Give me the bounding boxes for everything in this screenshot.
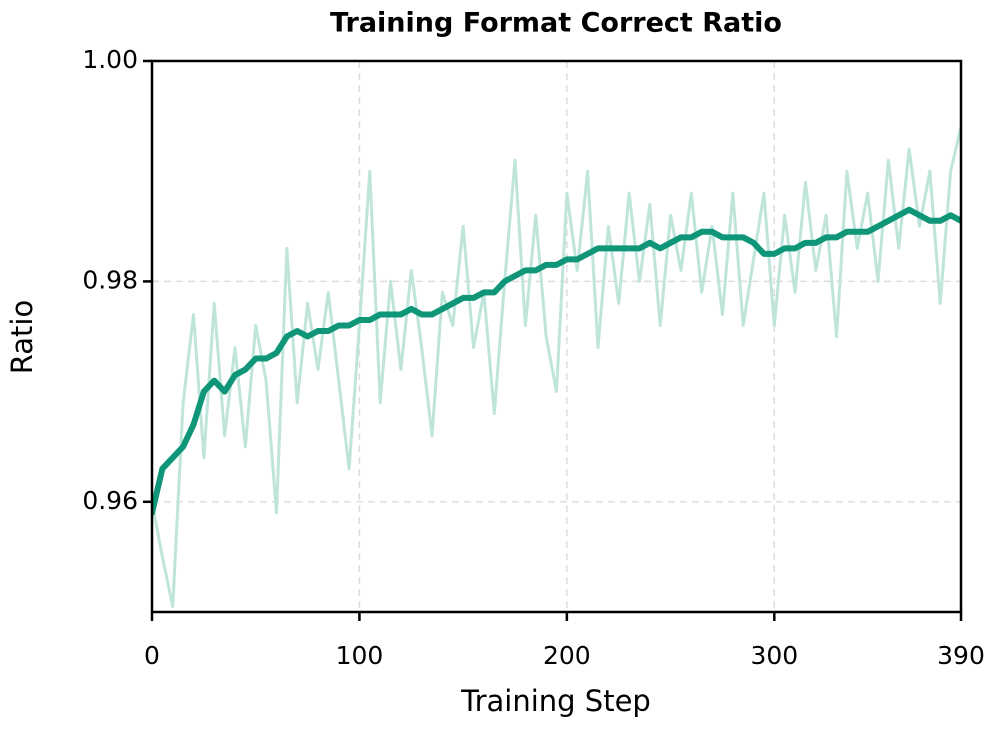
x-axis-label: Training Step — [460, 684, 651, 718]
chart-title: Training Format Correct Ratio — [330, 8, 782, 39]
y-tick-label: 0.98 — [82, 265, 138, 294]
data-line — [152, 125, 961, 608]
y-tick-label: 0.96 — [82, 486, 138, 515]
x-tick-label: 0 — [144, 641, 160, 670]
plot-frame — [150, 59, 963, 614]
y-axis-label: Ratio — [5, 300, 39, 374]
x-tick-label: 390 — [937, 641, 985, 670]
x-tick-label: 300 — [750, 641, 798, 670]
y-tick-label: 1.00 — [82, 45, 138, 74]
x-tick-label: 100 — [336, 641, 384, 670]
x-tick-label: 200 — [543, 641, 591, 670]
data-line — [152, 206, 961, 516]
